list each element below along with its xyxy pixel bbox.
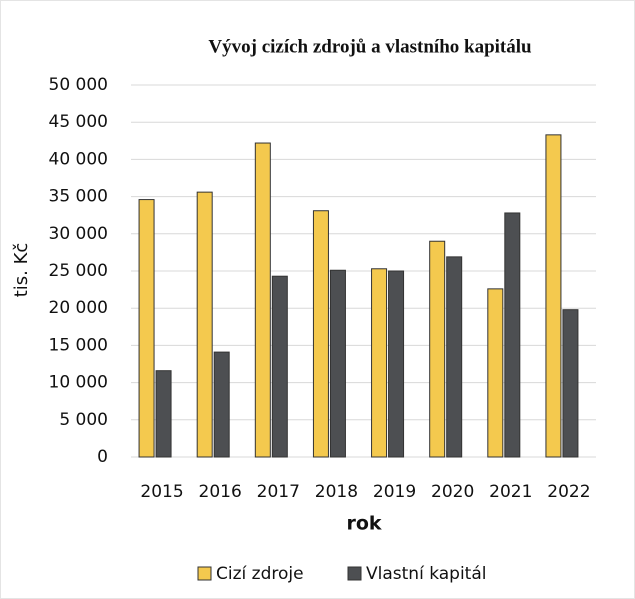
legend-swatch bbox=[197, 566, 212, 581]
x-tick-label: 2022 bbox=[547, 482, 590, 502]
y-tick-label: 35 000 bbox=[49, 187, 108, 207]
x-tick-label: 2018 bbox=[315, 482, 358, 502]
bar bbox=[312, 210, 329, 458]
bar bbox=[155, 370, 172, 458]
bar bbox=[371, 268, 388, 458]
bar bbox=[446, 256, 463, 458]
bar bbox=[138, 199, 155, 458]
bar bbox=[329, 269, 346, 458]
bar bbox=[254, 142, 271, 458]
x-tick-label: 2017 bbox=[257, 482, 300, 502]
bar bbox=[213, 351, 230, 458]
y-axis-label: tis. Kč bbox=[11, 243, 32, 298]
bar bbox=[271, 275, 288, 458]
bar bbox=[504, 212, 521, 458]
bar bbox=[562, 309, 579, 458]
y-tick-label: 0 bbox=[97, 447, 108, 467]
legend-label: Cizí zdroje bbox=[216, 564, 304, 584]
x-tick-label: 2020 bbox=[431, 482, 474, 502]
bar bbox=[388, 270, 405, 458]
x-axis-label: rok bbox=[346, 513, 381, 535]
legend-swatch bbox=[347, 566, 362, 581]
y-tick-label: 10 000 bbox=[49, 373, 108, 393]
bar bbox=[545, 134, 562, 458]
y-tick-label: 20 000 bbox=[49, 298, 108, 318]
y-tick-label: 30 000 bbox=[49, 224, 108, 244]
y-tick-label: 5 000 bbox=[59, 410, 108, 430]
y-tick-label: 45 000 bbox=[49, 112, 108, 132]
y-tick-label: 50 000 bbox=[49, 75, 108, 95]
bar bbox=[487, 288, 504, 458]
bar bbox=[429, 240, 446, 458]
y-tick-label: 15 000 bbox=[49, 335, 108, 355]
legend-label: Vlastní kapitál bbox=[366, 564, 486, 584]
x-tick-label: 2021 bbox=[489, 482, 532, 502]
chart-title: Vývoj cizích zdrojů a vlastního kapitálu bbox=[208, 36, 532, 57]
x-tick-label: 2019 bbox=[373, 482, 416, 502]
x-tick-label: 2016 bbox=[199, 482, 242, 502]
x-tick-label: 2015 bbox=[140, 482, 183, 502]
bar bbox=[196, 191, 213, 458]
y-tick-label: 25 000 bbox=[49, 261, 108, 281]
y-tick-label: 40 000 bbox=[49, 149, 108, 169]
